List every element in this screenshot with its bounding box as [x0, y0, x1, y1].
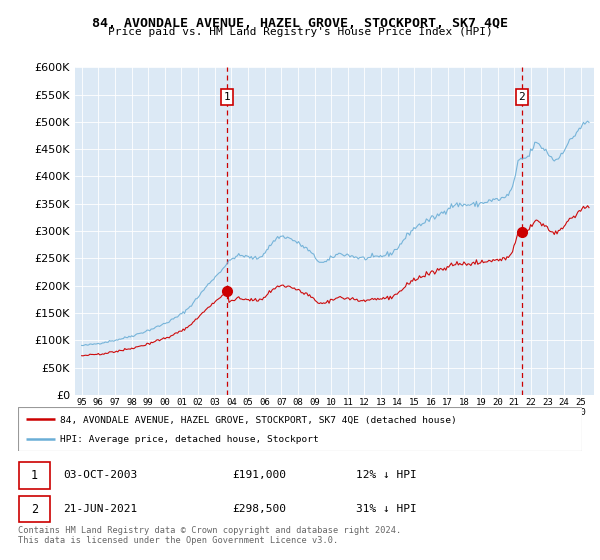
Text: 12% ↓ HPI: 12% ↓ HPI: [356, 470, 417, 480]
Bar: [19, 463, 50, 488]
Text: 84, AVONDALE AVENUE, HAZEL GROVE, STOCKPORT, SK7 4QE (detached house): 84, AVONDALE AVENUE, HAZEL GROVE, STOCKP…: [60, 416, 457, 424]
Text: 03-OCT-2003: 03-OCT-2003: [63, 470, 137, 480]
Text: 2: 2: [518, 92, 526, 102]
Text: Contains HM Land Registry data © Crown copyright and database right 2024.: Contains HM Land Registry data © Crown c…: [18, 526, 401, 535]
Text: HPI: Average price, detached house, Stockport: HPI: Average price, detached house, Stoc…: [60, 435, 319, 445]
Text: 2: 2: [31, 502, 38, 516]
Text: 84, AVONDALE AVENUE, HAZEL GROVE, STOCKPORT, SK7 4QE: 84, AVONDALE AVENUE, HAZEL GROVE, STOCKP…: [92, 17, 508, 30]
Text: Price paid vs. HM Land Registry's House Price Index (HPI): Price paid vs. HM Land Registry's House …: [107, 27, 493, 37]
Text: 1: 1: [31, 469, 38, 482]
Text: £298,500: £298,500: [232, 504, 286, 514]
Text: 31% ↓ HPI: 31% ↓ HPI: [356, 504, 417, 514]
Text: 1: 1: [224, 92, 230, 102]
Text: £191,000: £191,000: [232, 470, 286, 480]
Text: This data is licensed under the Open Government Licence v3.0.: This data is licensed under the Open Gov…: [18, 536, 338, 545]
Bar: [19, 496, 50, 522]
Text: 21-JUN-2021: 21-JUN-2021: [63, 504, 137, 514]
